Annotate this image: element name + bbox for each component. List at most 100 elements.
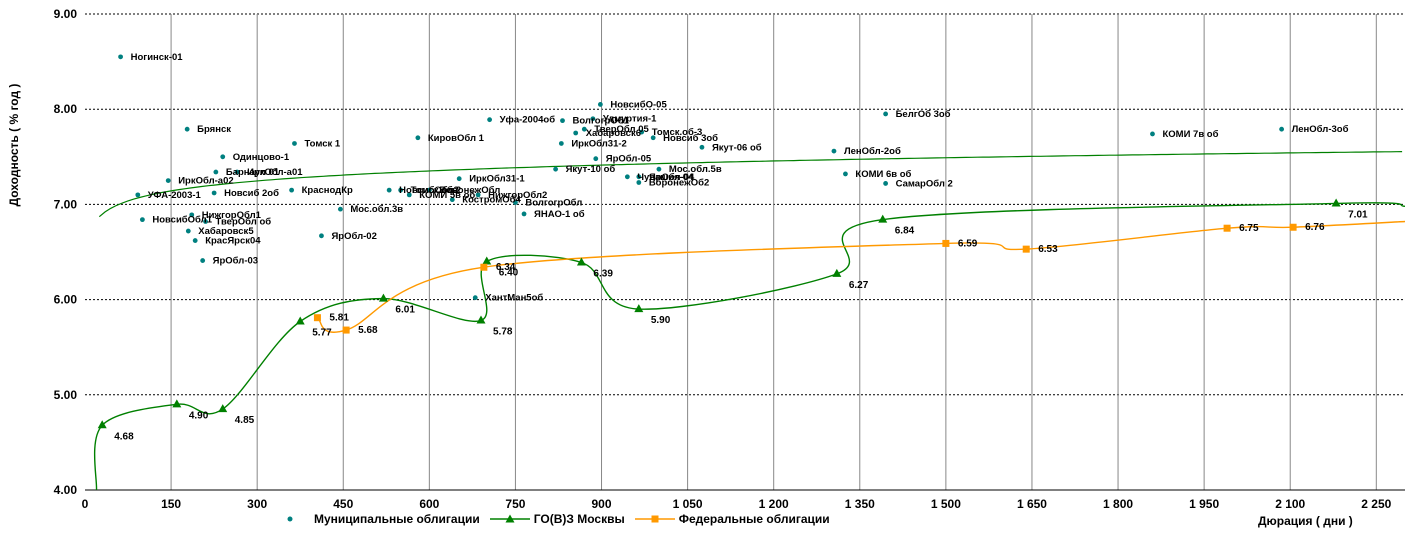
municipal-point-label: КрасЯрск04 — [205, 236, 261, 247]
x-tick-label: 1 950 — [1189, 497, 1219, 511]
federal-value-label: 6.59 — [958, 238, 978, 249]
municipal-point-label: ИркОбл-а02 — [178, 176, 233, 187]
axes: 4.00 5.00 6.00 7.00 8.00 9.00 0 150 300 450 600 750… — [54, 7, 1405, 511]
moscow-value-label: 7.01 — [1348, 209, 1368, 220]
x-tick-label: 900 — [592, 497, 612, 511]
municipal-point-label: ТверОбл об — [216, 217, 272, 228]
moscow-value-label: 4.85 — [235, 415, 255, 426]
y-tick-label: 4.00 — [54, 483, 78, 497]
municipal-point-label: ТверОбл 05 — [594, 124, 649, 135]
municipal-point — [472, 295, 478, 301]
moscow-point — [634, 304, 644, 313]
municipal-point-label: КОМИ 7в об — [1162, 129, 1218, 140]
legend: Муниципальные облигации ГО(В)З Москвы Фе… — [270, 512, 836, 526]
municipal-point — [211, 190, 217, 196]
municipal-point — [636, 180, 642, 185]
municipal-point — [843, 171, 848, 177]
municipal-point-label: Якут-10 об — [566, 164, 616, 175]
federal-value-label: 6.53 — [1038, 244, 1058, 255]
municipal-point-label: Мос.обл.3в — [350, 204, 403, 215]
municipal-point-label: Брянск — [197, 124, 231, 135]
municipal-point — [449, 197, 455, 203]
municipal-point-label: Уфа-2004об — [500, 115, 556, 126]
moscow-value-label: 5.90 — [651, 315, 671, 326]
municipal-point — [513, 200, 518, 205]
municipal-point-label: ИркОбл-а01 — [247, 167, 303, 178]
municipal-point — [593, 156, 599, 162]
municipal-point-label: КОМИ 6в об — [855, 169, 911, 180]
moscow-point — [295, 316, 305, 325]
municipal-point — [292, 141, 297, 146]
municipal-point-label: КостромОб4 — [462, 195, 521, 206]
municipal-point — [558, 141, 564, 146]
municipal-point-label: ВоронежОбл — [439, 185, 500, 196]
municipal-point — [184, 126, 190, 132]
municipal-point-label: НижгорОбл2 — [488, 190, 547, 201]
municipal-point-label: КОМИ 5в об — [419, 190, 475, 201]
x-tick-label: 2 100 — [1275, 497, 1305, 511]
municipal-point — [337, 206, 343, 212]
municipal-point — [415, 135, 421, 141]
y-tick-label: 7.00 — [54, 197, 78, 211]
grid-lines — [85, 13, 1405, 490]
moscow-point — [576, 257, 586, 266]
moscow-curve — [93, 202, 1406, 491]
moscow-value-label: 6.39 — [593, 268, 613, 279]
municipal-point-label: ХантМан5об — [485, 293, 543, 304]
trend-line — [98, 151, 1403, 218]
municipal-point-label: КраснодКр — [302, 185, 353, 196]
legend-key-municipal — [270, 513, 310, 525]
municipal-point — [831, 148, 837, 154]
municipal-point-label: ЯНАО-1 об — [534, 209, 585, 220]
federal-curve — [316, 220, 1406, 333]
municipal-point-label: ЯрОбл-02 — [331, 231, 376, 242]
legend-item-moscow: ГО(В)З Москвы — [489, 512, 625, 526]
moscow-point — [482, 256, 492, 265]
moscow-point — [1331, 198, 1341, 207]
municipal-point — [185, 228, 191, 234]
municipal-point-label: БелгОб 3об — [896, 109, 951, 120]
moscow-value-label: 4.90 — [189, 410, 209, 421]
municipal-point — [883, 181, 889, 186]
municipal-point-label: ЛенОбл-3об — [1292, 124, 1349, 135]
municipal-point — [699, 144, 705, 150]
x-axis-label: Дюрация ( дни ) — [1258, 514, 1353, 528]
municipal-point — [426, 187, 432, 193]
moscow-value-label: 6.40 — [499, 268, 519, 279]
municipal-point — [220, 154, 226, 160]
municipal-point — [319, 233, 324, 239]
federal-value-label: 5.81 — [329, 313, 349, 324]
municipal-point-label: Чувашия-04 — [637, 172, 694, 183]
moscow-point — [878, 214, 888, 223]
municipal-point-label: ЯрОбл-04 — [649, 172, 695, 183]
federal-value-label: 6.34 — [496, 262, 516, 273]
municipal-point-label: СамарОбл 2 — [896, 178, 953, 189]
legend-label-municipal: Муниципальные облигации — [314, 512, 480, 526]
y-tick-label: 6.00 — [54, 293, 78, 307]
municipal-point-label: ИркОбл31-2 — [571, 138, 626, 149]
municipal-point — [386, 187, 392, 193]
y-tick-label: 9.00 — [54, 7, 78, 21]
y-tick-label: 5.00 — [54, 388, 78, 402]
x-tick-label: 0 — [82, 497, 89, 511]
moscow-point — [832, 268, 842, 277]
municipal-point — [139, 217, 145, 223]
moscow-point — [97, 420, 107, 429]
municipal-point-label: ИркОбл31-1 — [469, 174, 525, 185]
moscow-value-label: 5.77 — [312, 327, 332, 338]
municipal-point — [650, 135, 656, 141]
moscow-value-label: 5.78 — [493, 327, 513, 338]
legend-label-federal: Федеральные облигации — [678, 512, 830, 526]
chart-labels: Ногинск-01 Брянск Томск 1 Одинцово-1 Барнаул… — [114, 52, 1368, 442]
moscow-value-label: 6.84 — [895, 226, 915, 237]
municipal-point — [192, 238, 198, 243]
x-tick-label: 600 — [419, 497, 439, 511]
moscow-value-label: 6.27 — [849, 280, 869, 291]
moscow-value-label: 6.01 — [395, 305, 415, 316]
municipal-point-label: ВолгогрОб1 — [572, 116, 629, 127]
municipal-point-label: Хабаровск6 — [586, 128, 641, 139]
municipal-point — [624, 174, 630, 180]
x-tick-label: 1 800 — [1103, 497, 1133, 511]
municipal-point-label: Томск.об-2 — [411, 185, 462, 196]
municipal-point — [560, 118, 565, 124]
